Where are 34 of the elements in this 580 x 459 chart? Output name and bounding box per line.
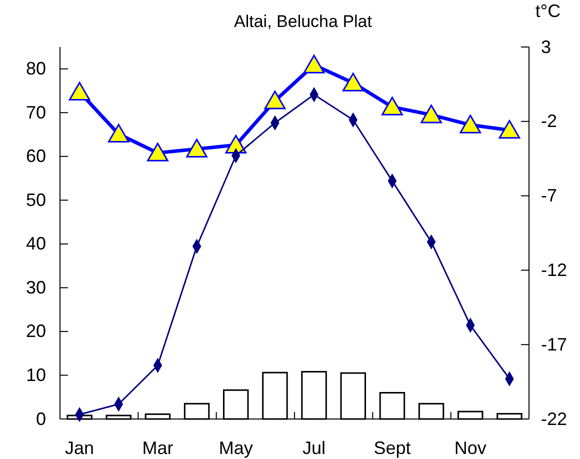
- y2-tick-label: -12: [541, 260, 568, 280]
- y2-tick-label: -22: [541, 408, 568, 429]
- point: [108, 124, 130, 143]
- y2-tick-label: -2: [541, 111, 558, 132]
- x-tick-label: Jan: [65, 438, 94, 458]
- y-tick-label: 20: [26, 321, 46, 342]
- y-tick-label: 10: [26, 364, 46, 385]
- point: [68, 82, 90, 101]
- y-tick-label: 80: [26, 58, 46, 79]
- point: [382, 96, 403, 116]
- x-tick-label: Sept: [374, 438, 411, 458]
- y2-tick-label: -7: [541, 186, 558, 206]
- point: [420, 104, 442, 124]
- x-tick-label: May: [218, 438, 253, 458]
- point: [264, 90, 286, 110]
- chart-title: Altai, Belucha Plat: [234, 12, 372, 31]
- y-tick-label: 40: [26, 234, 46, 254]
- y2-tick-label: -17: [541, 334, 568, 354]
- point: [460, 114, 482, 134]
- point: [147, 142, 168, 162]
- x-tick-label: Nov: [454, 438, 486, 458]
- point: [498, 120, 520, 139]
- y-tick-label: 0: [36, 408, 46, 429]
- y-tick-label: 50: [26, 190, 46, 210]
- y-tick-label: 70: [26, 102, 46, 122]
- point: [342, 72, 364, 92]
- y-tick-label: 60: [26, 146, 46, 166]
- x-tick-label: Mar: [142, 438, 174, 458]
- point: [303, 54, 325, 74]
- x-tick-label: Jul: [302, 438, 326, 458]
- y2-tick-label: 3: [541, 36, 552, 57]
- point: [186, 138, 208, 158]
- y-tick-label: 30: [26, 277, 46, 298]
- y2-axis-title: t°C: [535, 1, 561, 21]
